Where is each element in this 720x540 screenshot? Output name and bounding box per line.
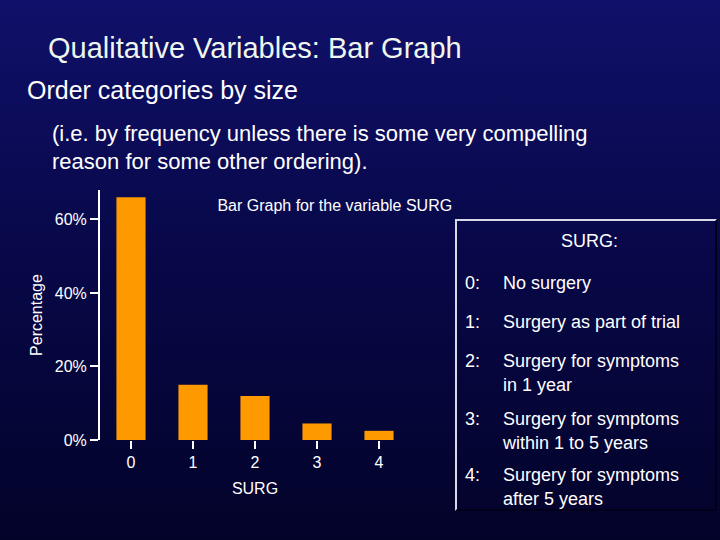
html-text:No surgery: No surgery <box>503 273 591 293</box>
html-text:Surgery for symptoms in 1 year: Surgery for symptoms in 1 year <box>503 351 679 395</box>
html-text:Surgery for symptoms within 1: Surgery for symptoms within 1 to 5 years <box>503 409 679 453</box>
svg-text:1: 1 <box>189 454 198 471</box>
html-text:Surgery for symptoms after 5 y: Surgery for symptoms after 5 years <box>503 465 679 509</box>
html-text:(i.e. by frequency unless ther: (i.e. by frequency unless there is some … <box>52 121 588 174</box>
html-text:SURG:: SURG: <box>561 231 618 251</box>
html-text:2:: 2: <box>465 351 480 371</box>
svg-text:3: 3 <box>313 454 322 471</box>
html-text:3:: 3: <box>465 409 480 429</box>
svg-text:60%: 60% <box>55 211 87 228</box>
html-text:Order categories by size: Order categories by size <box>27 76 298 104</box>
svg-text:20%: 20% <box>55 358 87 375</box>
html-text:4:: 4: <box>465 465 480 485</box>
svg-text:4: 4 <box>375 454 384 471</box>
svg-text:40%: 40% <box>55 285 87 302</box>
svg-text:SURG: SURG <box>232 480 278 497</box>
html-text:Qualitative Variables: Bar Gra: Qualitative Variables: Bar Graph <box>48 32 462 64</box>
svg-text:0: 0 <box>127 454 136 471</box>
html-text:Surgery as part of trial: Surgery as part of trial <box>503 312 681 332</box>
svg-text:Bar Graph for the variable SUR: Bar Graph for the variable SURG <box>217 197 452 214</box>
svg-text:2: 2 <box>251 454 260 471</box>
svg-text:0%: 0% <box>64 432 87 449</box>
html-text:0:: 0: <box>465 273 480 293</box>
html-text:1:: 1: <box>465 312 480 332</box>
svg-text:Percentage: Percentage <box>28 274 45 356</box>
